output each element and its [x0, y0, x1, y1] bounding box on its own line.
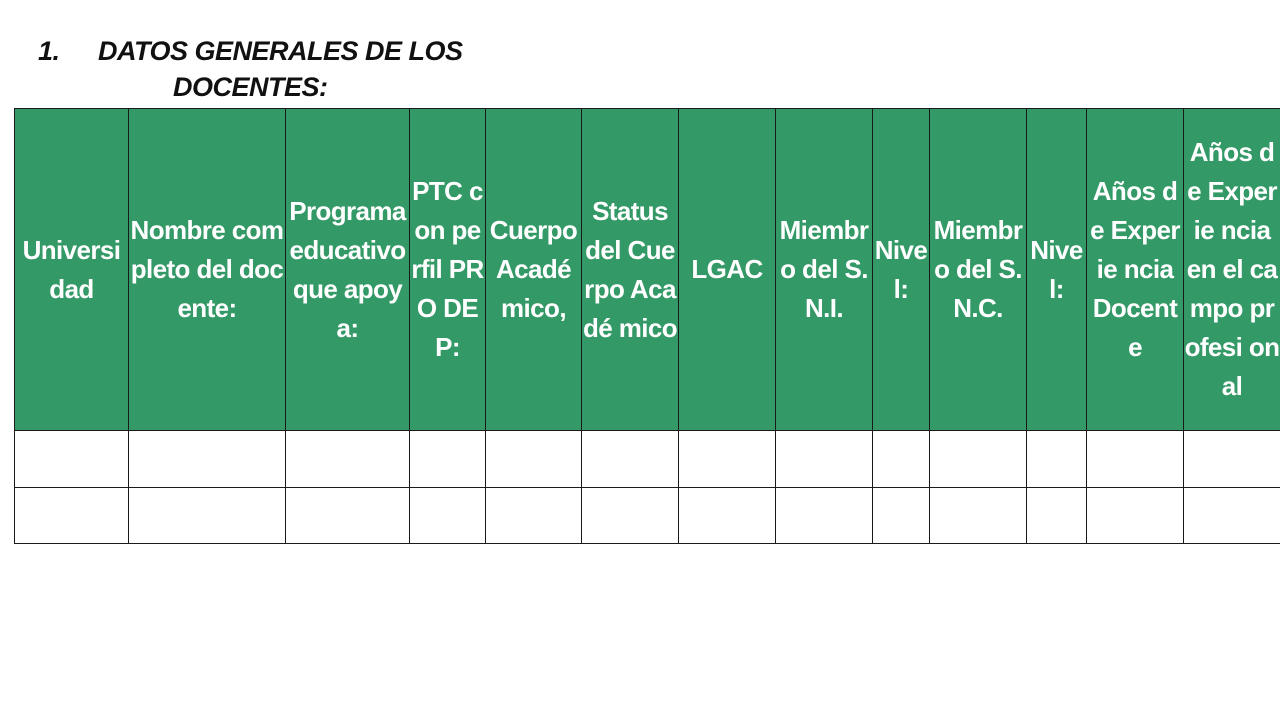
- table-cell[interactable]: [128, 430, 286, 488]
- header-experiencia-docente: Años de Experie ncia Docent e: [1086, 108, 1184, 431]
- table-cell[interactable]: [678, 430, 776, 488]
- table-cell[interactable]: [1086, 487, 1184, 544]
- header-miembro-snc: Miembr o del S.N.C.: [929, 108, 1027, 431]
- table-cell[interactable]: [14, 430, 129, 488]
- table-cell[interactable]: [581, 487, 679, 544]
- table-cell[interactable]: [1183, 487, 1280, 544]
- table-cell[interactable]: [775, 430, 873, 488]
- header-universidad: Universi dad: [14, 108, 129, 431]
- section-number: 1.: [38, 36, 60, 66]
- table-cell[interactable]: [1026, 430, 1087, 488]
- header-nivel-sni: Nive l:: [872, 108, 930, 431]
- table-cell[interactable]: [485, 430, 582, 488]
- table-cell[interactable]: [485, 487, 582, 544]
- table-cell[interactable]: [409, 487, 486, 544]
- header-miembro-sni: Miembr o del S.N.I.: [775, 108, 873, 431]
- section-heading: 1. DATOS GENERALES DE LOS DOCENTES:: [38, 33, 478, 105]
- table-cell[interactable]: [1026, 487, 1087, 544]
- table-cell[interactable]: [1183, 430, 1280, 488]
- teachers-data-table: Universi dad Nombre completo del docente…: [14, 108, 1280, 544]
- table-cell[interactable]: [775, 487, 873, 544]
- table-cell[interactable]: [678, 487, 776, 544]
- table-cell[interactable]: [581, 430, 679, 488]
- table-header-row: Universi dad Nombre completo del docente…: [14, 108, 1280, 431]
- table-cell[interactable]: [929, 430, 1027, 488]
- table-cell[interactable]: [14, 487, 129, 544]
- header-nivel-snc: Nive l:: [1026, 108, 1087, 431]
- table-cell[interactable]: [128, 487, 286, 544]
- table-row: [14, 430, 1280, 488]
- header-experiencia-profesional: Años de Experie ncia en el campo profesi…: [1183, 108, 1280, 431]
- section-heading-line-1: 1. DATOS GENERALES DE LOS: [38, 33, 478, 69]
- header-nombre-completo: Nombre completo del docente:: [128, 108, 286, 431]
- header-programa-educativo: Programa educativo que apoya:: [285, 108, 410, 431]
- section-title-part-2: DOCENTES:: [173, 72, 328, 102]
- header-lgac: LGAC: [678, 108, 776, 431]
- header-ptc-perfil-prodep: PTC con perfil PRO DEP:: [409, 108, 486, 431]
- header-status-cuerpo-academico: Status del Cuerpo Acadé mico: [581, 108, 679, 431]
- section-title-part-1: DATOS GENERALES DE LOS: [98, 36, 463, 66]
- table-cell[interactable]: [872, 487, 930, 544]
- table-row: [14, 487, 1280, 544]
- table-cell[interactable]: [872, 430, 930, 488]
- header-cuerpo-academico: Cuerpo Acadé mico,: [485, 108, 582, 431]
- table-cell[interactable]: [285, 430, 410, 488]
- table-cell[interactable]: [929, 487, 1027, 544]
- table-cell[interactable]: [409, 430, 486, 488]
- table-cell[interactable]: [285, 487, 410, 544]
- table-cell[interactable]: [1086, 430, 1184, 488]
